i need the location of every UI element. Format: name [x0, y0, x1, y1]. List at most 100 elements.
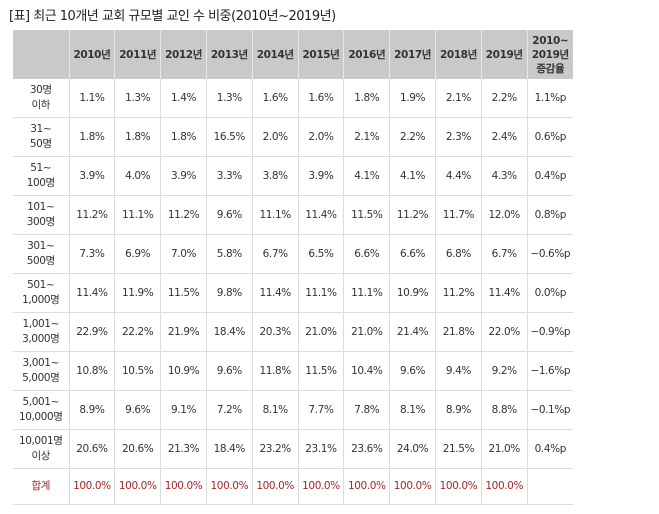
- column-header: 2013년: [205, 30, 253, 79]
- table-cell: 10.8%: [68, 351, 115, 391]
- table-row: 51~ 100명 3.9% 4.0% 3.9% 3.3% 3.8% 3.9% 4.1% 4.1%…: [13, 156, 573, 196]
- table-cell: −1.6%p: [526, 351, 573, 391]
- table-cell: 0.0%p: [526, 273, 573, 313]
- table-cell: 1.1%: [68, 79, 115, 118]
- table-cell: 8.8%: [480, 390, 528, 430]
- table-row: 1,001~ 3,000명 22.9% 22.2% 21.9% 18.4% 20.3% 21…: [13, 312, 573, 352]
- table-cell: 18.4%: [205, 429, 253, 469]
- table-cell: 0.4%p: [526, 429, 573, 469]
- table-cell: 11.2%: [160, 195, 207, 235]
- table-cell: 0.4%p: [526, 156, 573, 196]
- table-cell: 11.2%: [389, 195, 436, 235]
- table-cell: 23.6%: [343, 429, 390, 469]
- table-cell: 2.0%: [251, 117, 299, 157]
- header-corner: [13, 30, 69, 79]
- table-cell: 100.0%: [343, 468, 390, 505]
- table-row: 31~ 50명 1.8% 1.8% 1.8% 16.5% 2.0% 2.0% 2.1% 2.2%…: [13, 117, 573, 157]
- table-cell: 21.0%: [480, 429, 528, 469]
- table-row: 5,001~ 10,000명 8.9% 9.6% 9.1% 7.2% 8.1% 7.7% 7.…: [13, 390, 573, 430]
- table-cell: 100.0%: [205, 468, 253, 505]
- table-cell: 6.7%: [251, 234, 299, 274]
- table-cell: 9.6%: [205, 351, 253, 391]
- table-cell: 21.0%: [297, 312, 344, 352]
- column-header: 2010~ 2019년 증감율: [526, 30, 573, 79]
- table-cell: 100.0%: [297, 468, 344, 505]
- table-cell: 6.6%: [389, 234, 436, 274]
- header-row: 2010년 2011년 2012년 2013년 2014년 2015년 2016년 2017년…: [13, 30, 573, 79]
- column-header: 2012년: [160, 30, 207, 79]
- table-cell: 7.2%: [205, 390, 253, 430]
- table-row: 301~ 500명 7.3% 6.9% 7.0% 5.8% 6.7% 6.5% 6.6% 6.6…: [13, 234, 573, 274]
- row-label: 51~ 100명: [13, 156, 69, 196]
- row-label: 30명 이하: [13, 79, 69, 118]
- row-label: 31~ 50명: [13, 117, 69, 157]
- table-cell: 6.7%: [480, 234, 528, 274]
- column-header: 2019년: [480, 30, 528, 79]
- table-cell: 9.8%: [205, 273, 253, 313]
- table-cell: 100.0%: [160, 468, 207, 505]
- table-cell: 21.8%: [435, 312, 482, 352]
- table-cell: 4.3%: [480, 156, 528, 196]
- table-cell: 1.8%: [68, 117, 115, 157]
- table-cell: 4.1%: [343, 156, 390, 196]
- table-cell: 11.5%: [160, 273, 207, 313]
- table-cell: 100.0%: [480, 468, 528, 505]
- table-cell: 11.2%: [68, 195, 115, 235]
- row-label: 501~ 1,000명: [13, 273, 69, 313]
- table-cell: 6.9%: [114, 234, 161, 274]
- table-cell: 3.8%: [251, 156, 299, 196]
- column-header: 2010년: [68, 30, 115, 79]
- table-cell: 8.1%: [389, 390, 436, 430]
- table-cell: 0.6%p: [526, 117, 573, 157]
- table-cell: 7.3%: [68, 234, 115, 274]
- table-cell: 24.0%: [389, 429, 436, 469]
- table-row: 10,001명 이상 20.6% 20.6% 21.3% 18.4% 23.2% 23.1%…: [13, 429, 573, 469]
- table-cell: 23.2%: [251, 429, 299, 469]
- row-label: 10,001명 이상: [13, 429, 69, 469]
- church-size-table: 2010년 2011년 2012년 2013년 2014년 2015년 2016년 2017년…: [13, 30, 573, 505]
- table-row: 501~ 1,000명 11.4% 11.9% 11.5% 9.8% 11.4% 11.1%…: [13, 273, 573, 313]
- table-cell: [526, 468, 573, 505]
- table-cell: 2.4%: [480, 117, 528, 157]
- table-cell: 10.5%: [114, 351, 161, 391]
- table-cell: 23.1%: [297, 429, 344, 469]
- table-cell: 9.2%: [480, 351, 528, 391]
- table-cell: 3.9%: [297, 156, 344, 196]
- table-cell: 21.0%: [343, 312, 390, 352]
- row-label: 3,001~ 5,000명: [13, 351, 69, 391]
- table-cell: 3.3%: [205, 156, 253, 196]
- table-cell: 11.7%: [435, 195, 482, 235]
- table-cell: 2.1%: [435, 79, 482, 118]
- table-cell: 11.1%: [343, 273, 390, 313]
- table-cell: 1.1%p: [526, 79, 573, 118]
- column-header: 2016년: [343, 30, 390, 79]
- column-header: 2011년: [114, 30, 161, 79]
- row-label: 301~ 500명: [13, 234, 69, 274]
- table-cell: 20.6%: [68, 429, 115, 469]
- table-cell: −0.9%p: [526, 312, 573, 352]
- table-cell: 100.0%: [435, 468, 482, 505]
- table-cell: 3.9%: [68, 156, 115, 196]
- table-cell: 11.5%: [297, 351, 344, 391]
- table-cell: 2.2%: [480, 79, 528, 118]
- table-cell: 1.8%: [343, 79, 390, 118]
- table-cell: 21.4%: [389, 312, 436, 352]
- table-cell: 8.9%: [435, 390, 482, 430]
- table-cell: 21.5%: [435, 429, 482, 469]
- table-cell: 2.0%: [297, 117, 344, 157]
- table-cell: 2.2%: [389, 117, 436, 157]
- table-cell: 11.1%: [251, 195, 299, 235]
- table-cell: 6.8%: [435, 234, 482, 274]
- table-cell: 4.1%: [389, 156, 436, 196]
- column-header: 2014년: [251, 30, 299, 79]
- row-label: 101~ 300명: [13, 195, 69, 235]
- table-cell: 11.4%: [480, 273, 528, 313]
- table-cell: 7.0%: [160, 234, 207, 274]
- table-cell: −0.6%p: [526, 234, 573, 274]
- row-label: 합계: [13, 468, 69, 505]
- table-cell: 8.1%: [251, 390, 299, 430]
- row-label: 1,001~ 3,000명: [13, 312, 69, 352]
- table-cell: 0.8%p: [526, 195, 573, 235]
- column-header: 2015년: [297, 30, 344, 79]
- table-cell: 9.6%: [205, 195, 253, 235]
